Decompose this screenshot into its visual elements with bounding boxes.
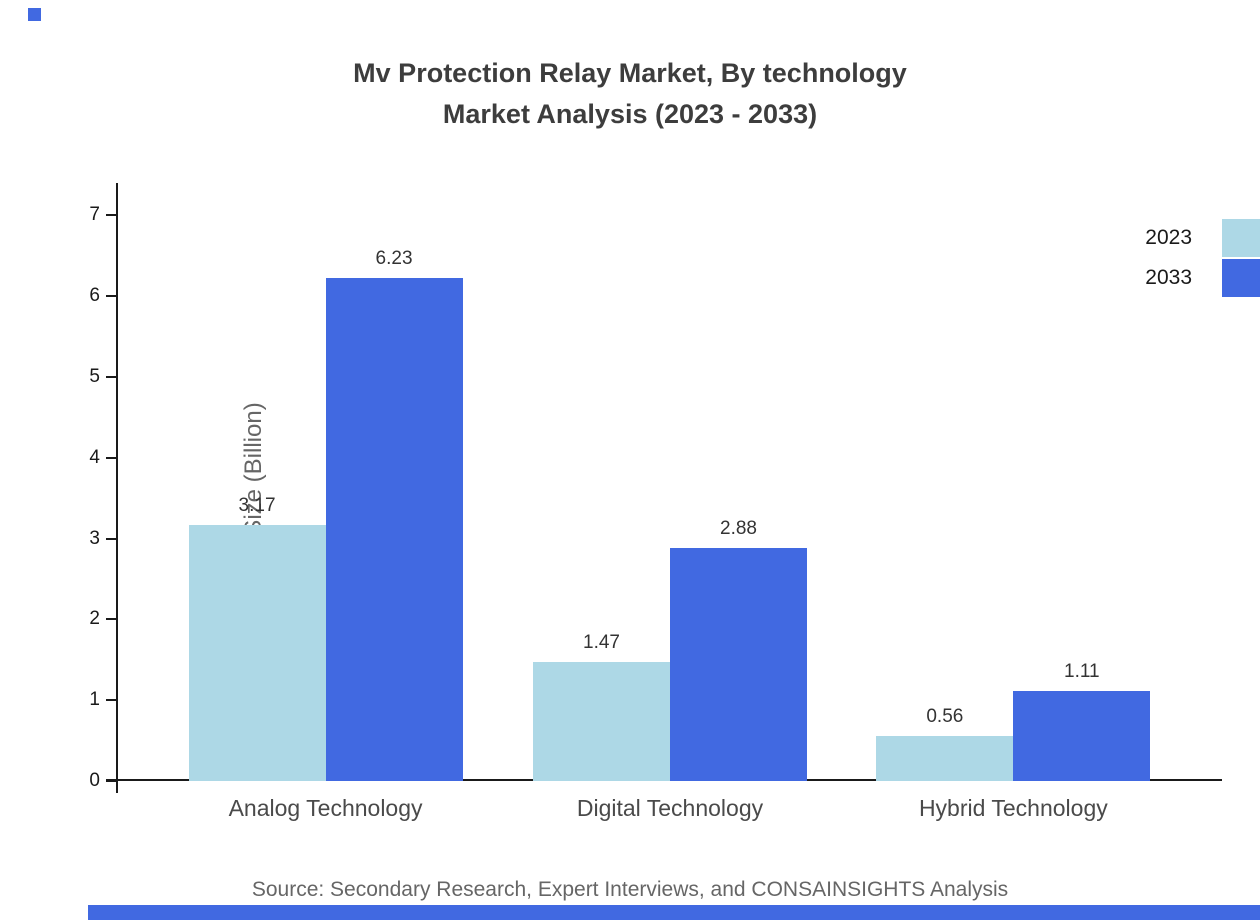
bar-2023-3 [876,735,1014,781]
source-note: Source: Secondary Research, Expert Inter… [251,878,1009,901]
y-tick-label: 4 [89,446,100,468]
y-tick [106,214,116,217]
y-tick [106,780,116,782]
bar-value-label: 3.17 [238,494,276,516]
legend-item-2033: 2033 [1145,259,1260,297]
bar-value-label: 2.88 [720,518,757,540]
y-tick-label: 7 [89,204,100,226]
y-tick-label: 5 [89,365,100,387]
bar-value-label: 6.23 [375,247,413,269]
chart-title-line-1: Mv Protection Relay Market, By technolog… [353,58,907,88]
bar-value-label: 1.11 [1064,661,1100,683]
bar-value-label: 1.47 [583,632,620,654]
plot-area: Market Size (Billion) 0 1 2 3 4 5 6 7 3.17 6.23 An… [89,183,1222,821]
y-tick [106,537,116,540]
brand-accent-mark [28,8,41,21]
legend-label: 2023 [1145,226,1192,249]
y-tick-label: 2 [89,608,100,630]
y-tick-label: 1 [89,689,100,711]
legend: 2023 2033 [1145,219,1260,297]
category-label: Hybrid Technology [918,795,1108,821]
bar-2033-3 [1013,691,1151,781]
legend-swatch [1222,219,1260,257]
bar-2033-2 [670,548,807,781]
chart-title: Mv Protection Relay Market, By technolog… [0,53,1260,135]
y-axis-line [116,183,118,793]
legend-swatch [1222,259,1260,297]
bar-2023-2 [533,662,670,781]
bar-2023-1 [188,524,326,781]
bottom-accent-strip [88,905,1260,920]
chart-title-line-2: Market Analysis (2023 - 2033) [442,99,818,129]
y-tick [106,618,116,621]
category-label: Digital Technology [576,795,764,821]
y-tick [106,699,116,702]
y-tick [106,456,116,459]
y-tick-label: 0 [89,770,100,791]
y-tick-label: 3 [89,527,100,549]
y-tick [106,295,116,298]
category-label: Analog Technology [228,795,423,821]
y-tick [106,375,116,378]
legend-label: 2033 [1145,266,1192,289]
y-tick-label: 6 [89,285,100,307]
legend-item-2023: 2023 [1145,219,1260,257]
bar-2033-1 [325,277,463,781]
bar-value-label: 0.56 [926,705,964,727]
